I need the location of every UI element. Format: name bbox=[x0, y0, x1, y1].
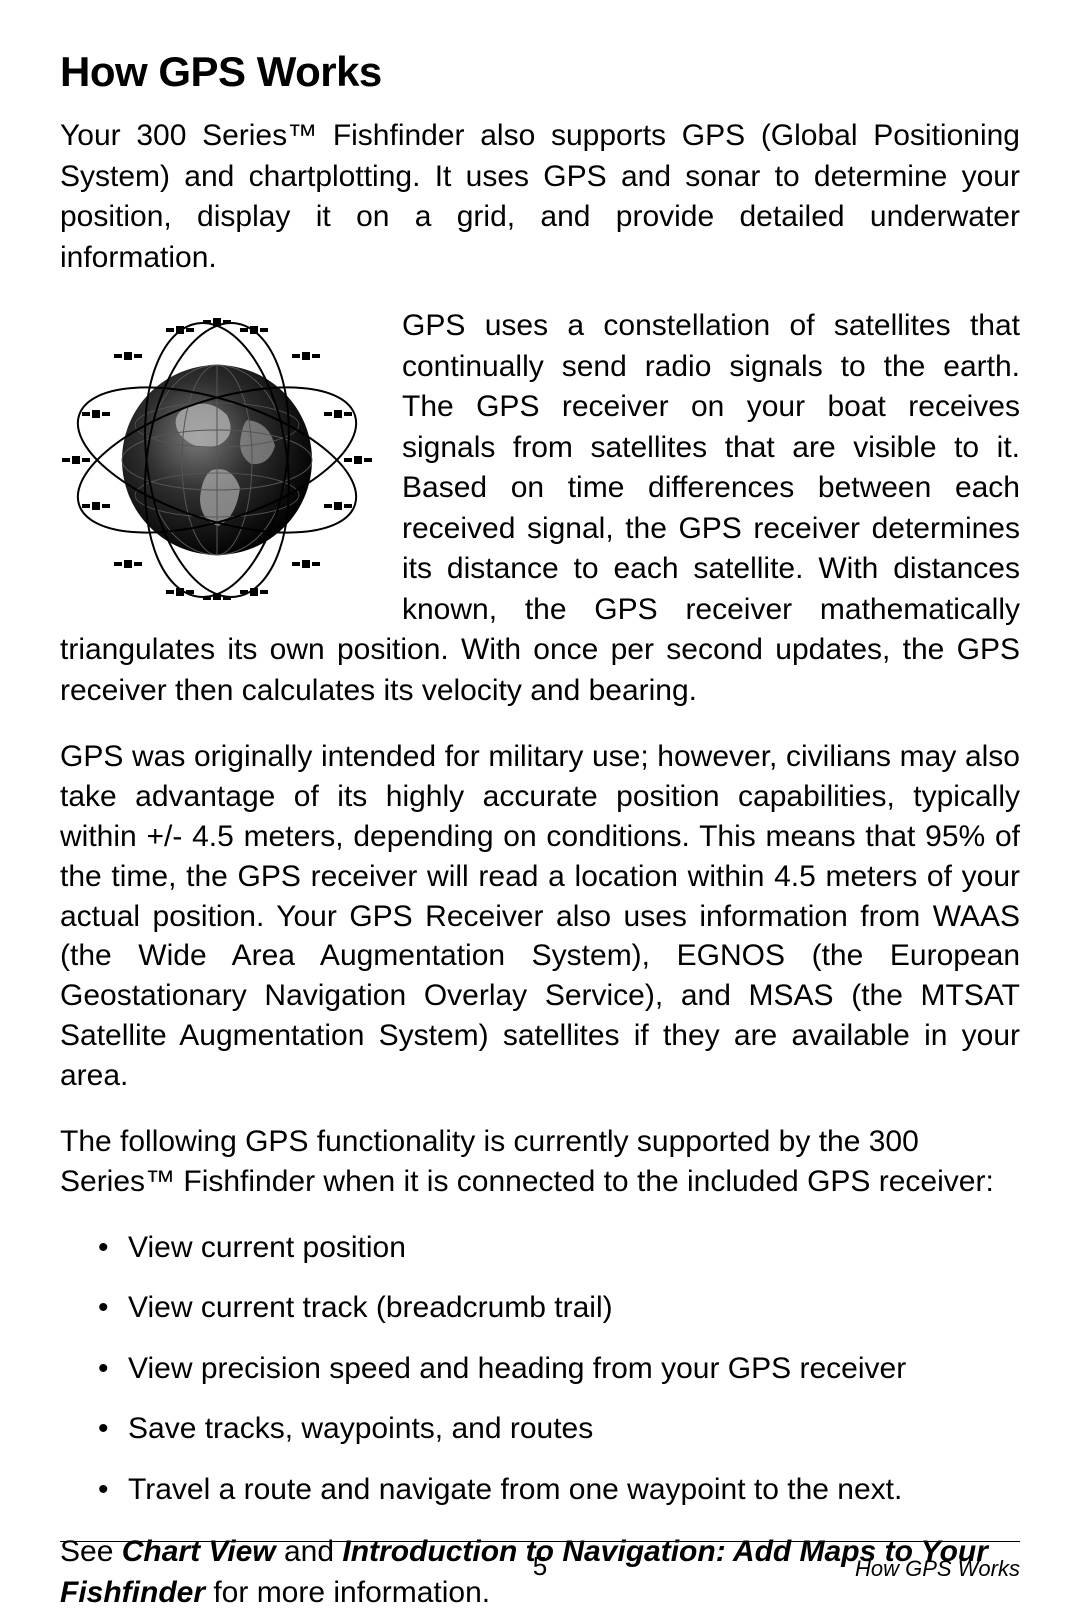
page-title: How GPS Works bbox=[60, 48, 1020, 96]
list-item: View current position bbox=[128, 1228, 1020, 1269]
gps-functionality-intro: The following GPS functionality is curre… bbox=[60, 1122, 1020, 1202]
intro-paragraph: Your 300 Series™ Fishfinder also support… bbox=[60, 116, 1020, 278]
footer-section-title: How GPS Works bbox=[855, 1556, 1020, 1582]
list-item: View current track (breadcrumb trail) bbox=[128, 1288, 1020, 1329]
gps-globe-illustration bbox=[62, 310, 372, 600]
page-number: 5 bbox=[533, 1551, 547, 1582]
list-item: View precision speed and heading from yo… bbox=[128, 1349, 1020, 1390]
list-item: Travel a route and navigate from one way… bbox=[128, 1470, 1020, 1511]
list-item: Save tracks, waypoints, and routes bbox=[128, 1409, 1020, 1450]
gps-accuracy-paragraph: GPS was originally intended for military… bbox=[60, 737, 1020, 1096]
page-footer: 5 How GPS Works bbox=[60, 1551, 1020, 1582]
feature-list: View current position View current track… bbox=[60, 1228, 1020, 1511]
footer-rule bbox=[60, 1541, 1020, 1542]
gps-explanation-section: GPS uses a constellation of satellites t… bbox=[60, 306, 1020, 711]
